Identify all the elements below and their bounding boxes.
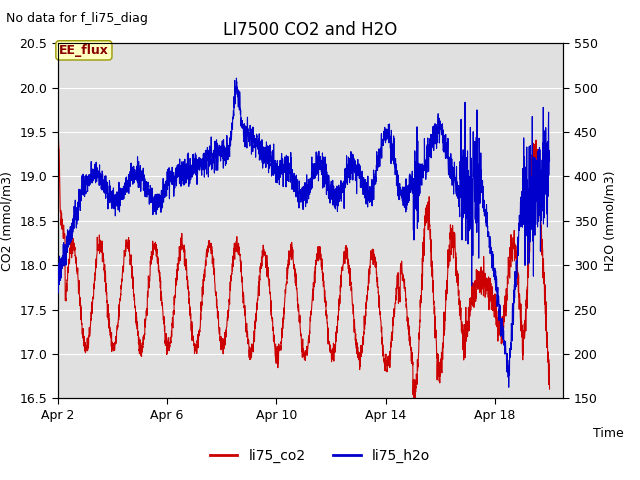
Y-axis label: H2O (mmol/m3): H2O (mmol/m3)	[603, 170, 616, 271]
Title: LI7500 CO2 and H2O: LI7500 CO2 and H2O	[223, 21, 397, 39]
Text: No data for f_li75_diag: No data for f_li75_diag	[6, 12, 148, 25]
Legend: li75_co2, li75_h2o: li75_co2, li75_h2o	[204, 443, 436, 468]
Y-axis label: CO2 (mmol/m3): CO2 (mmol/m3)	[1, 171, 13, 271]
X-axis label: Time: Time	[593, 427, 624, 440]
Text: EE_flux: EE_flux	[59, 44, 109, 57]
